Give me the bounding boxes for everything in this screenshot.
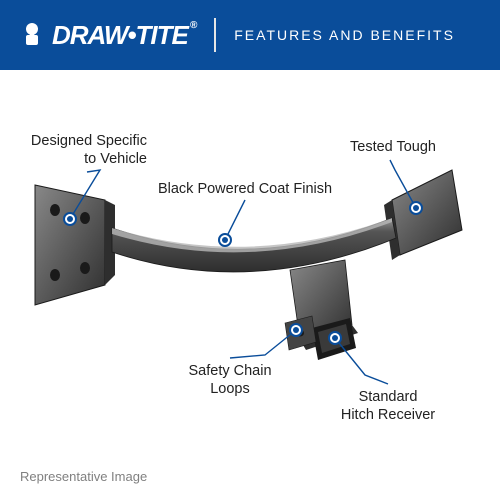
brand-logo: DRAW•TITE® [18,20,196,51]
callout-receiver: StandardHitch Receiver [341,388,435,424]
header: DRAW•TITE® FEATURES AND BENEFITS [0,0,500,70]
callout-tough: Tested Tough [350,138,436,156]
callout-finish: Black Powered Coat Finish [158,180,332,198]
marker-designed [63,212,77,226]
receiver-drop [285,260,358,360]
header-divider [214,18,216,52]
right-bracket [384,170,462,260]
footnote: Representative Image [20,469,147,484]
cross-bar [112,218,396,272]
hitch-ball-icon [18,21,46,49]
header-tagline: FEATURES AND BENEFITS [234,27,455,43]
leader-designed [70,170,100,219]
logo-text: DRAW•TITE® [52,20,196,51]
root: DRAW•TITE® FEATURES AND BENEFITS [0,0,500,500]
marker-finish [218,233,232,247]
diagram-canvas: Representative Image Designed Specificto… [0,70,500,500]
logo-word: DRAW•TITE [52,20,188,50]
marker-tough [409,201,423,215]
registered-mark: ® [190,20,196,31]
leader-loops [230,330,296,358]
callout-loops: Safety ChainLoops [188,362,271,398]
leader-receiver [335,338,388,384]
left-bracket [35,185,115,305]
callout-designed: Designed Specificto Vehicle [31,132,147,168]
marker-receiver [328,331,342,345]
marker-loops [289,323,303,337]
